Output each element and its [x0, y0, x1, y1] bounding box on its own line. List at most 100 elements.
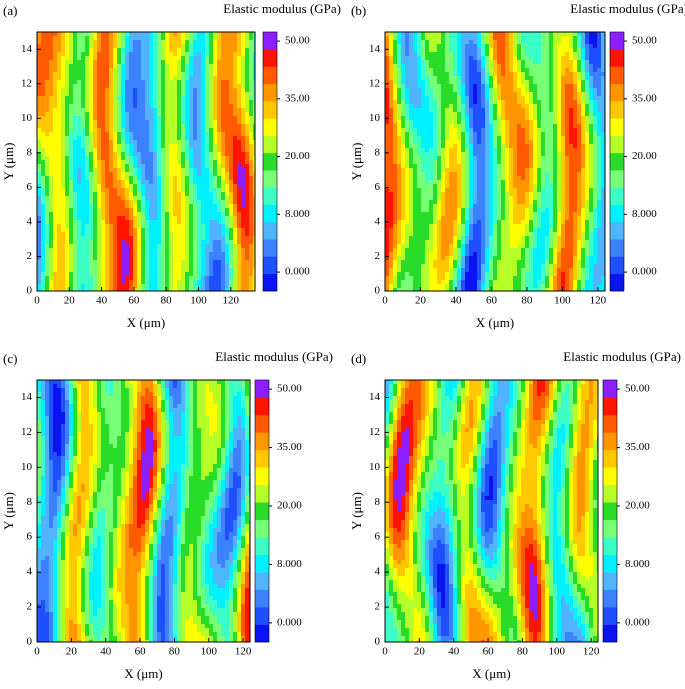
- field-cell: [409, 168, 414, 173]
- field-cell: [49, 44, 54, 49]
- field-cell: [457, 140, 462, 145]
- field-cell: [105, 228, 110, 233]
- field-cell: [101, 224, 106, 229]
- field-cell: [105, 236, 110, 241]
- field-cell: [145, 200, 150, 205]
- field-cell: [109, 80, 114, 85]
- field-cell: [73, 240, 78, 245]
- field-cell: [93, 168, 98, 173]
- field-cell: [141, 236, 146, 241]
- field-cell: [49, 84, 54, 89]
- field-cell: [65, 40, 70, 45]
- field-cell: [197, 120, 202, 125]
- field-cell: [221, 244, 226, 249]
- field-cell: [249, 104, 254, 109]
- field-cell: [49, 196, 54, 201]
- field-cell: [53, 212, 58, 217]
- field-cell: [433, 120, 438, 125]
- field-cell: [57, 164, 62, 169]
- field-cell: [249, 160, 254, 165]
- field-cell: [101, 68, 106, 73]
- field-cell: [105, 68, 110, 73]
- field-cell: [185, 96, 190, 101]
- field-cell: [41, 108, 46, 113]
- field-cell: [229, 84, 234, 89]
- field-cell: [149, 96, 154, 101]
- field-cell: [177, 96, 182, 101]
- colorbar-title: Elastic modulus (GPa): [223, 1, 341, 16]
- field-cell: [45, 128, 50, 133]
- field-cell: [189, 184, 194, 189]
- field-cell: [81, 156, 86, 161]
- field-cell: [145, 244, 150, 249]
- field-cell: [457, 232, 462, 237]
- field-cell: [105, 252, 110, 257]
- field-cell: [181, 228, 186, 233]
- field-cell: [129, 180, 134, 185]
- field-cell: [109, 240, 114, 245]
- field-cell: [161, 276, 166, 281]
- field-cell: [81, 120, 86, 125]
- field-cell: [209, 160, 214, 165]
- field-cell: [193, 152, 198, 157]
- field-cell: [137, 136, 142, 141]
- field-cell: [233, 176, 238, 181]
- field-cell: [401, 36, 406, 41]
- field-cell: [209, 32, 214, 37]
- field-cell: [157, 164, 162, 169]
- field-cell: [417, 136, 422, 141]
- field-cell: [89, 244, 94, 249]
- field-cell: [189, 32, 194, 37]
- field-cell: [465, 60, 470, 65]
- field-cell: [77, 88, 82, 93]
- field-cell: [233, 32, 238, 37]
- field-cell: [65, 220, 70, 225]
- field-cell: [41, 216, 46, 221]
- field-cell: [65, 160, 70, 165]
- field-cell: [177, 284, 182, 289]
- field-cell: [441, 276, 446, 281]
- field-cell: [417, 260, 422, 265]
- field-cell: [193, 176, 198, 181]
- field-cell: [109, 112, 114, 117]
- field-cell: [137, 108, 142, 113]
- field-cell: [417, 112, 422, 117]
- field-cell: [453, 132, 458, 137]
- field-cell: [137, 48, 142, 53]
- field-cell: [109, 232, 114, 237]
- colorbar-band: [263, 32, 277, 50]
- field-cell: [405, 32, 410, 37]
- field-cell: [185, 236, 190, 241]
- field-cell: [149, 120, 154, 125]
- field-cell: [393, 100, 398, 105]
- field-cell: [401, 264, 406, 269]
- field-cell: [77, 196, 82, 201]
- field-cell: [133, 236, 138, 241]
- field-cell: [57, 112, 62, 117]
- field-cell: [73, 160, 78, 165]
- field-cell: [145, 56, 150, 61]
- field-cell: [421, 88, 426, 93]
- field-cell: [161, 52, 166, 57]
- field-cell: [185, 172, 190, 177]
- field-cell: [417, 52, 422, 57]
- field-cell: [249, 180, 254, 185]
- field-cell: [117, 200, 122, 205]
- field-cell: [105, 184, 110, 189]
- field-cell: [201, 120, 206, 125]
- field-cell: [405, 112, 410, 117]
- field-cell: [97, 204, 102, 209]
- field-cell: [185, 136, 190, 141]
- field-cell: [113, 276, 118, 281]
- field-cell: [73, 228, 78, 233]
- field-cell: [93, 236, 98, 241]
- field-cell: [121, 276, 126, 281]
- field-cell: [61, 84, 66, 89]
- field-cell: [433, 136, 438, 141]
- field-cell: [97, 224, 102, 229]
- field-cell: [425, 268, 430, 273]
- field-cell: [117, 32, 122, 37]
- field-cell: [69, 176, 74, 181]
- field-cell: [129, 212, 134, 217]
- field-cell: [213, 116, 218, 121]
